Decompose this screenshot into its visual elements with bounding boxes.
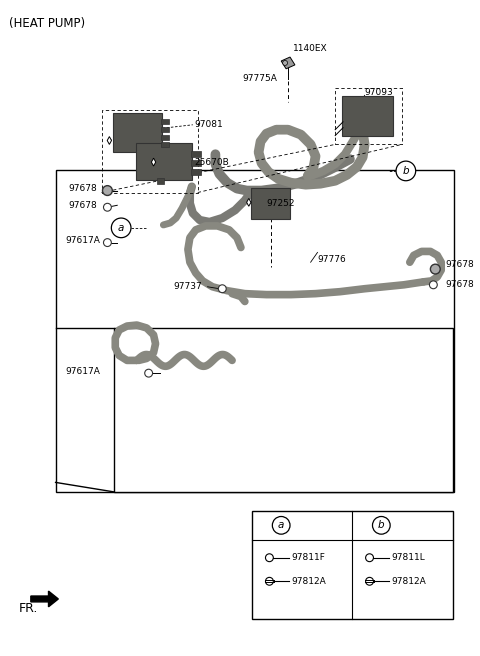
Circle shape bbox=[104, 203, 111, 211]
Polygon shape bbox=[31, 591, 59, 607]
Circle shape bbox=[430, 281, 437, 289]
FancyBboxPatch shape bbox=[251, 188, 290, 219]
Circle shape bbox=[283, 60, 288, 66]
Bar bbox=[191, 152, 201, 157]
Text: 97081: 97081 bbox=[195, 120, 224, 129]
Bar bbox=[114, 328, 453, 492]
Text: 97678: 97678 bbox=[68, 184, 97, 193]
FancyBboxPatch shape bbox=[342, 96, 393, 136]
Text: 97811F: 97811F bbox=[291, 553, 325, 562]
FancyBboxPatch shape bbox=[113, 113, 162, 152]
Text: 97811L: 97811L bbox=[391, 553, 425, 562]
Circle shape bbox=[111, 218, 131, 237]
Bar bbox=[161, 127, 169, 132]
Text: 97678: 97678 bbox=[445, 260, 474, 269]
Circle shape bbox=[431, 264, 440, 274]
Circle shape bbox=[218, 285, 226, 293]
Polygon shape bbox=[107, 136, 111, 144]
Bar bbox=[161, 134, 169, 140]
Text: 97252: 97252 bbox=[266, 199, 295, 208]
Polygon shape bbox=[247, 198, 251, 206]
Bar bbox=[161, 119, 169, 124]
Text: 97776: 97776 bbox=[317, 255, 346, 264]
Text: 97812A: 97812A bbox=[291, 577, 326, 586]
Bar bbox=[191, 169, 201, 175]
Circle shape bbox=[366, 577, 373, 585]
Text: FR.: FR. bbox=[19, 602, 38, 615]
Bar bbox=[161, 142, 169, 148]
Text: 97617A: 97617A bbox=[65, 367, 100, 376]
Text: (HEAT PUMP): (HEAT PUMP) bbox=[9, 17, 85, 30]
Polygon shape bbox=[151, 158, 156, 166]
Text: 97617A: 97617A bbox=[65, 236, 100, 245]
Circle shape bbox=[265, 577, 273, 585]
Bar bbox=[252, 510, 453, 619]
Text: 25670B: 25670B bbox=[195, 157, 229, 167]
Text: 97678: 97678 bbox=[68, 201, 97, 210]
Text: a: a bbox=[278, 520, 284, 530]
Circle shape bbox=[103, 186, 112, 195]
Circle shape bbox=[372, 516, 390, 534]
Circle shape bbox=[272, 516, 290, 534]
Circle shape bbox=[145, 369, 153, 377]
Text: 97812A: 97812A bbox=[391, 577, 426, 586]
FancyBboxPatch shape bbox=[136, 144, 192, 180]
Text: b: b bbox=[403, 166, 409, 176]
Polygon shape bbox=[281, 57, 295, 69]
Circle shape bbox=[265, 554, 273, 562]
Bar bbox=[191, 160, 201, 166]
Circle shape bbox=[366, 554, 373, 562]
Bar bbox=[56, 170, 454, 492]
Circle shape bbox=[104, 239, 111, 247]
Text: 97678: 97678 bbox=[445, 280, 474, 289]
Text: 97775A: 97775A bbox=[242, 74, 277, 83]
Text: 1140EX: 1140EX bbox=[293, 44, 327, 52]
Text: 97737: 97737 bbox=[173, 282, 202, 291]
Circle shape bbox=[396, 161, 416, 181]
Text: b: b bbox=[378, 520, 384, 530]
Bar bbox=[156, 178, 164, 184]
Text: a: a bbox=[118, 223, 124, 233]
Text: 97093: 97093 bbox=[365, 88, 394, 97]
